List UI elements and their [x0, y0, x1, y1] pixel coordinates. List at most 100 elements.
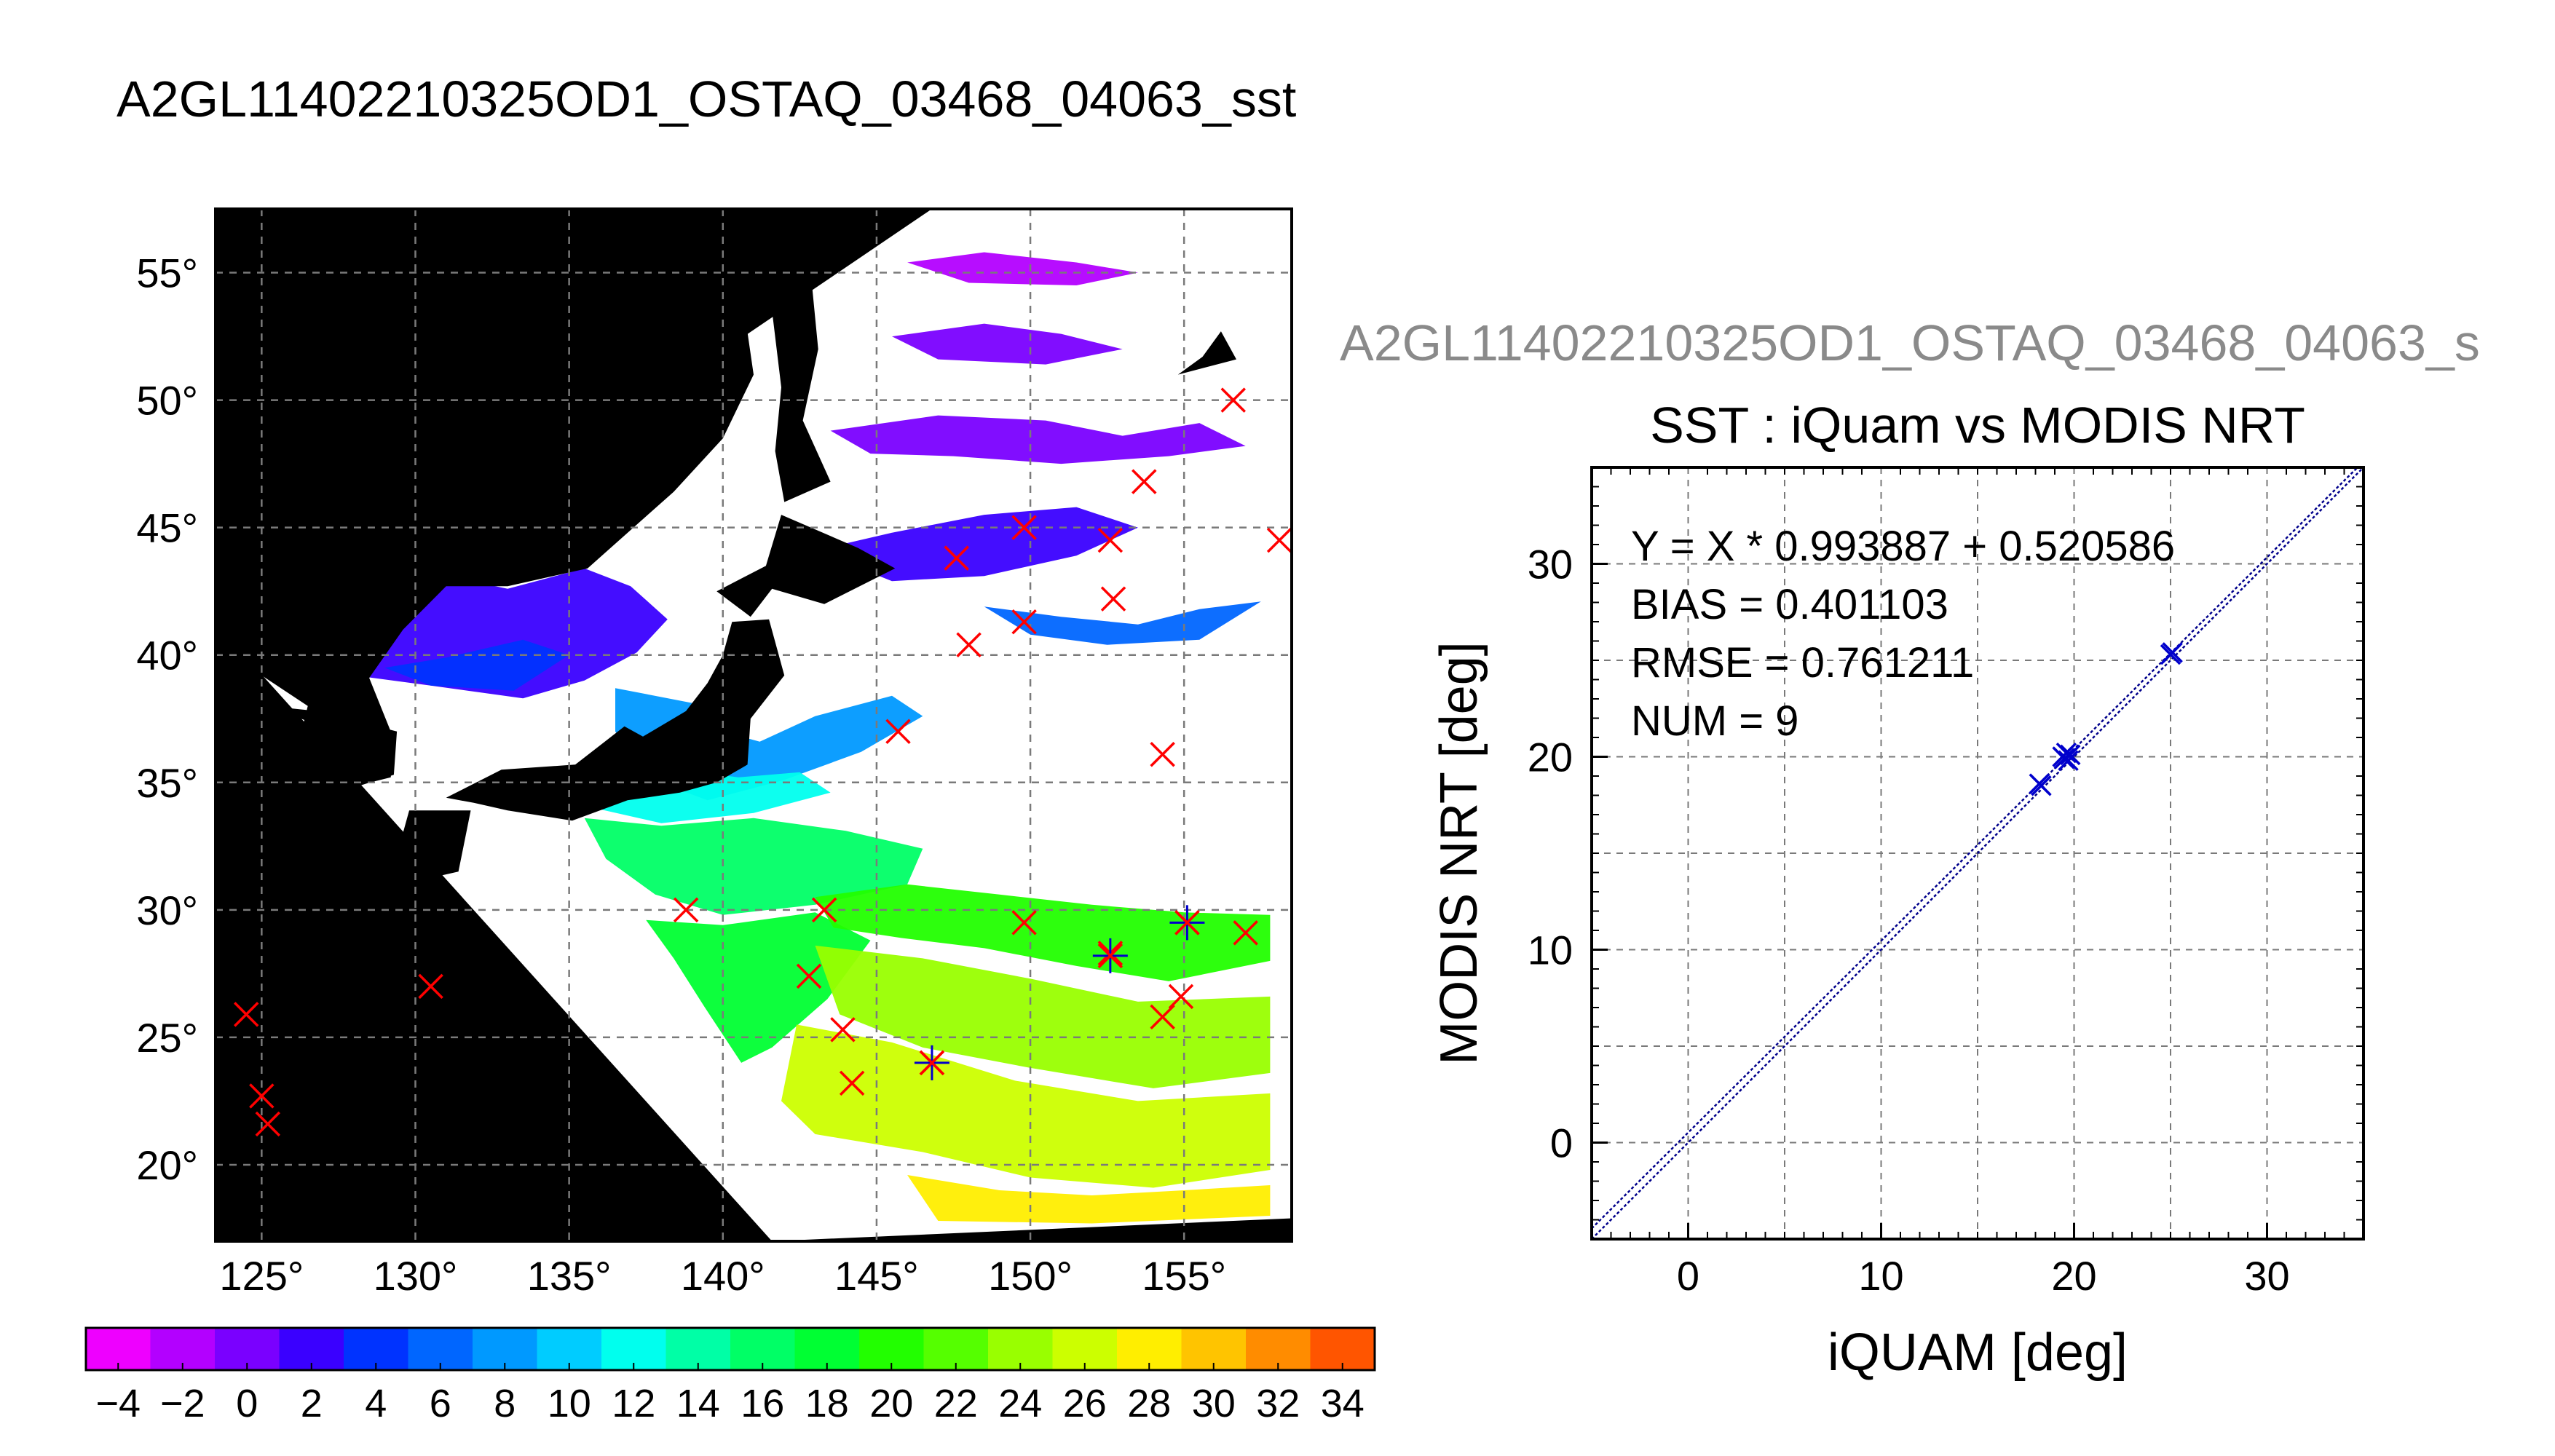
sst-map-panel: 125° 130° 135° 140° 145° 150° 155° 20° 25° 30° 35°… [136, 207, 1293, 1299]
insitu-marker [956, 632, 982, 657]
matched-marker [1169, 905, 1205, 941]
insitu-marker [944, 545, 969, 571]
scatter-ticks: 0 10 20 30 0 10 20 30 [1528, 467, 2364, 1299]
matched-insitu-cross [919, 1050, 945, 1076]
colorbar-tick-label: 32 [1256, 1382, 1300, 1425]
kamchatka-kuril-land [1177, 331, 1236, 375]
sst-region [384, 639, 569, 691]
scatter-stat-line: RMSE = 0.761211 [1631, 639, 1974, 687]
map-lat-tick-label: 25° [136, 1015, 198, 1061]
scatter-ylabel: MODIS NRT [deg] [1430, 641, 1488, 1065]
map-lon-tick-label: 135° [527, 1253, 612, 1299]
scatter-stat-line: BIAS = 0.401103 [1631, 581, 1948, 628]
colorbar-tick-label: 26 [1063, 1382, 1107, 1425]
colorbar-tick-label: 12 [612, 1382, 655, 1425]
map-lat-tick-label: 30° [136, 887, 198, 933]
scatter-grid [1592, 467, 2364, 1239]
colorbar-tick-label: −4 [95, 1382, 141, 1425]
scatter-point [2162, 642, 2183, 663]
insitu-marker [1168, 984, 1194, 1010]
sakhalin-land [762, 209, 831, 502]
insitu-marker [1097, 527, 1124, 553]
map-lat-tick-label: 50° [136, 378, 198, 424]
map-lon-tick-label: 125° [219, 1253, 304, 1299]
map-lat-tick-label: 40° [136, 633, 198, 678]
sst-region [646, 912, 871, 1063]
colorbar-tick-label: 6 [430, 1382, 451, 1425]
matched-insitu-cross [1097, 943, 1124, 969]
colorbar-tick-label: 16 [741, 1382, 784, 1425]
insitu-marker [1100, 586, 1126, 612]
insitu-marker [796, 963, 822, 989]
sst-region [815, 884, 1271, 981]
x-tick-label: 10 [1858, 1253, 1903, 1299]
insitu-marker [673, 897, 699, 923]
colorbar-tick-label: 24 [998, 1382, 1042, 1425]
colorbar-tick-label: 8 [494, 1382, 516, 1425]
scatter-points [2029, 642, 2183, 796]
insitu-marker [1150, 1004, 1175, 1030]
one-to-one-line [1592, 467, 2364, 1239]
map-lat-tick-label: 20° [136, 1142, 198, 1188]
colorbar-tick-label: 18 [805, 1382, 849, 1425]
sst-region [830, 415, 1246, 464]
map-lon-tick-label: 155° [1142, 1253, 1226, 1299]
map-lon-tick-label: 150° [988, 1253, 1073, 1299]
scatter-panel: A2GL11402210325OD1_OSTAQ_03468_04063_s S… [1340, 314, 2480, 1382]
y-tick-label: 30 [1528, 542, 1573, 587]
x-tick-label: 30 [2244, 1253, 2289, 1299]
colorbar-tick-label: 10 [548, 1382, 591, 1425]
insitu-marker [1150, 742, 1175, 767]
map-lon-tick-label: 140° [681, 1253, 765, 1299]
sst-region [781, 1024, 1271, 1188]
map-tick-labels: 125° 130° 135° 140° 145° 150° 155° 20° 25° 30° 35°… [136, 250, 1226, 1299]
insitu-marker [1220, 387, 1247, 413]
map-graticule [216, 209, 1292, 1241]
figure-title: A2GL11402210325OD1_OSTAQ_03468_04063_sst [117, 71, 1296, 127]
insitu-marker [1011, 515, 1037, 540]
colorbar: −4 −2 0 2 4 6 8 10 12 14 16 18 20 22 24 26 28 30 32 34 [84, 1326, 1376, 1425]
insitu-marker [1011, 910, 1037, 935]
matched-marker [1092, 938, 1128, 973]
insitu-marker [811, 897, 837, 923]
insitu-marker [249, 1083, 275, 1109]
scatter-reference-lines [1592, 467, 2364, 1239]
sst-region [815, 945, 1271, 1088]
map-lat-tick-label: 55° [136, 250, 198, 296]
x-tick-label: 20 [2051, 1253, 2096, 1299]
insitu-marker [839, 1070, 865, 1096]
map-lon-tick-label: 145° [834, 1253, 919, 1299]
insitu-markers [233, 387, 1292, 1137]
sst-region [984, 601, 1261, 645]
colorbar-tick-label: 20 [869, 1382, 913, 1425]
land-mask [216, 209, 1236, 879]
insitu-marker [1233, 920, 1258, 946]
sst-region [815, 507, 1138, 582]
y-tick-label: 10 [1528, 927, 1573, 973]
scatter-stat-line: NUM = 9 [1631, 697, 1798, 745]
asia-coast-land [216, 209, 754, 798]
colorbar-tick-label: 28 [1127, 1382, 1171, 1425]
insitu-marker [885, 719, 911, 744]
matched-insitu-cross [1174, 910, 1200, 935]
colorbar-tick-label: −2 [160, 1382, 205, 1425]
map-frame [214, 207, 1293, 1243]
shikoku-kyushu-land [400, 810, 471, 879]
colorbar-tick-label: 30 [1192, 1382, 1236, 1425]
colorbar-tick-label: 22 [934, 1382, 978, 1425]
insitu-marker [233, 1002, 259, 1027]
scatter-title: SST : iQuam vs MODIS NRT [1650, 397, 2305, 454]
scatter-stat-line: Y = X * 0.993887 + 0.520586 [1631, 523, 2175, 570]
scatter-subtitle: A2GL11402210325OD1_OSTAQ_03468_04063_s [1340, 314, 2480, 371]
colorbar-tick-label: 2 [301, 1382, 323, 1425]
y-tick-label: 20 [1528, 735, 1573, 780]
y-tick-label: 0 [1550, 1120, 1573, 1166]
map-lat-tick-label: 35° [136, 760, 198, 806]
sst-region [907, 1175, 1271, 1224]
colorbar-tick-label: 0 [236, 1382, 258, 1425]
korea-land [267, 705, 398, 796]
scatter-point [2058, 750, 2079, 772]
insitu-marker [418, 973, 443, 1000]
insitu-marker [830, 1017, 856, 1042]
colorbar-frame [84, 1326, 1376, 1372]
